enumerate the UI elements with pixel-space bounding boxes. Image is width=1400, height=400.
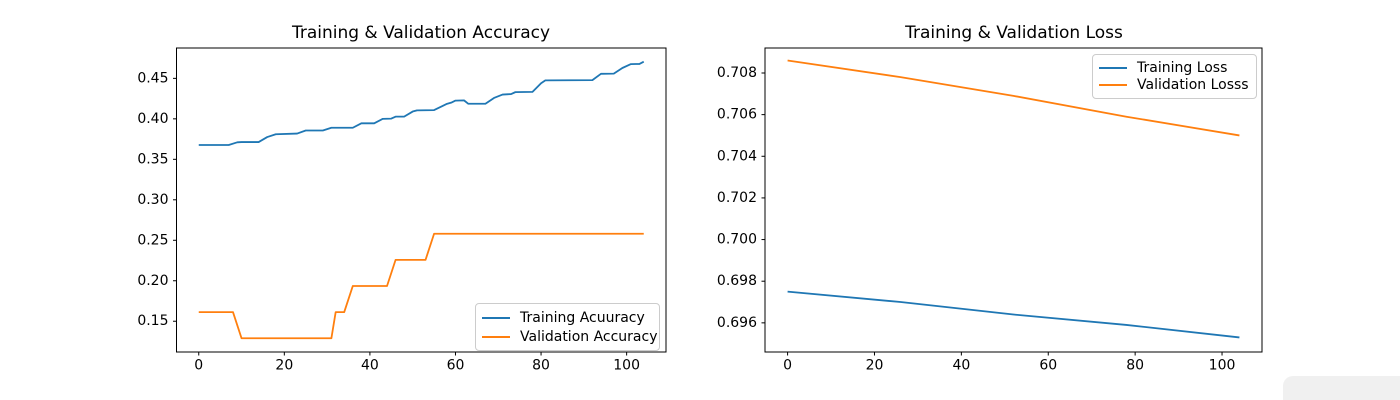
legend-row: Training Loss xyxy=(1099,59,1250,77)
x-tick-label: 80 xyxy=(532,358,550,374)
legend-label: Training Acuuracy xyxy=(520,309,645,326)
x-tick-label: 60 xyxy=(447,358,465,374)
training-loss-line-swatch xyxy=(1099,66,1127,69)
legend-label: Validation Accuracy xyxy=(520,328,658,345)
training-accuracy-line-swatch xyxy=(482,316,510,319)
plot-spines xyxy=(176,47,667,353)
x-tick-label: 60 xyxy=(1039,358,1057,374)
accuracy-chart: 0 20 40 60 80 100 0.15 0.20 0.25 0.30 0.35 0.40 0.45 xyxy=(137,47,667,374)
y-tick-label: 0.708 xyxy=(717,65,757,81)
x-tick-label: 0 xyxy=(783,358,792,374)
legend-label: Validation Losss xyxy=(1137,77,1249,94)
legend-row: Validation Losss xyxy=(1099,77,1250,95)
x-tick-label: 40 xyxy=(361,358,379,374)
legend-label: Training Loss xyxy=(1137,59,1228,76)
plot-spines xyxy=(764,47,1263,353)
x-tick-label: 20 xyxy=(275,358,293,374)
y-tick-label: 0.40 xyxy=(137,111,168,127)
y-tick-label: 0.45 xyxy=(137,70,168,86)
series-line-1 xyxy=(198,232,644,340)
y-tick-label: 0.30 xyxy=(137,192,168,208)
loss-legend: Training Loss Validation Losss xyxy=(1092,54,1257,99)
validation-accuracy-line-swatch xyxy=(482,335,510,338)
y-tick-label: 0.25 xyxy=(137,232,168,248)
y-tick-label: 0.698 xyxy=(717,273,757,289)
accuracy-chart-title: Training & Validation Accuracy xyxy=(291,23,551,43)
series-line-0 xyxy=(787,290,1240,339)
accuracy-legend: Training Acuuracy Validation Accuracy xyxy=(475,303,660,351)
legend-row: Training Acuuracy xyxy=(482,308,653,327)
loss-chart: 0 20 40 60 80 100 0.696 0.698 0.700 0.702 0.704 0.7… xyxy=(717,47,1263,374)
loss-chart-title: Training & Validation Loss xyxy=(905,23,1123,43)
y-tick-label: 0.35 xyxy=(137,151,168,167)
x-tick-label: 20 xyxy=(866,358,884,374)
legend-row: Validation Accuracy xyxy=(482,327,658,346)
y-tick-label: 0.20 xyxy=(137,273,168,289)
series-line-0 xyxy=(198,60,645,146)
x-tick-label: 100 xyxy=(1209,358,1236,374)
series-line-1 xyxy=(787,59,1240,137)
overlay-blob xyxy=(1283,376,1400,400)
y-tick-label: 0.704 xyxy=(717,148,757,164)
y-tick-label: 0.706 xyxy=(717,107,757,123)
y-tick-label: 0.696 xyxy=(717,315,757,331)
validation-loss-line-swatch xyxy=(1099,84,1127,87)
x-tick-label: 40 xyxy=(952,358,970,374)
y-tick-label: 0.15 xyxy=(137,313,168,329)
x-tick-label: 100 xyxy=(613,358,640,374)
x-tick-label: 0 xyxy=(194,358,203,374)
y-tick-label: 0.702 xyxy=(717,190,757,206)
y-tick-label: 0.700 xyxy=(717,232,757,248)
x-tick-label: 80 xyxy=(1126,358,1144,374)
